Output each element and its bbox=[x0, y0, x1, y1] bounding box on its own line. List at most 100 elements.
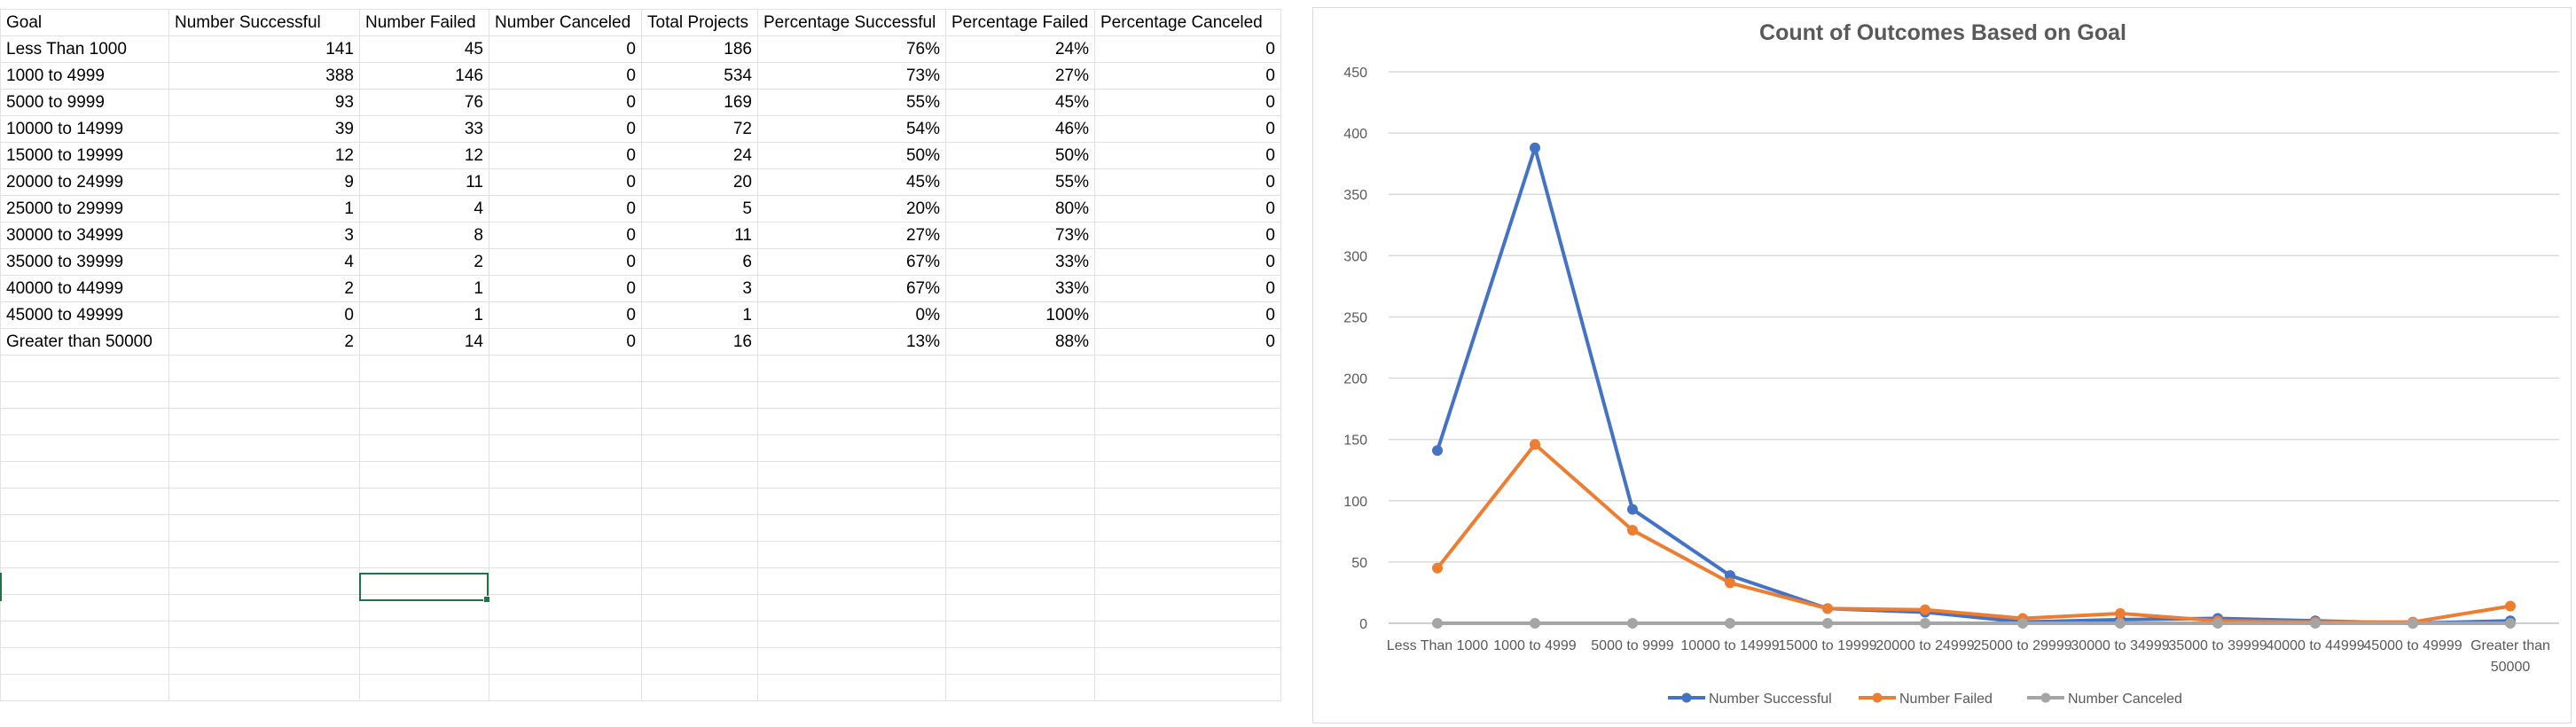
empty-cell[interactable] bbox=[359, 514, 489, 542]
empty-cell[interactable] bbox=[489, 514, 642, 542]
table-cell[interactable]: 2 bbox=[168, 275, 360, 302]
empty-cell[interactable] bbox=[168, 488, 360, 515]
table-cell[interactable]: 141 bbox=[168, 35, 360, 63]
table-cell[interactable]: 55% bbox=[757, 89, 946, 116]
empty-cell[interactable] bbox=[359, 461, 489, 489]
header-cell[interactable]: Percentage Failed bbox=[945, 9, 1095, 36]
empty-cell[interactable] bbox=[641, 355, 758, 382]
table-cell[interactable]: 186 bbox=[641, 35, 758, 63]
empty-cell[interactable] bbox=[945, 461, 1095, 489]
table-cell[interactable]: 67% bbox=[757, 248, 946, 276]
table-cell[interactable]: 0 bbox=[1094, 222, 1281, 249]
empty-cell[interactable] bbox=[489, 541, 642, 568]
table-cell[interactable]: 0 bbox=[489, 62, 642, 90]
empty-cell[interactable] bbox=[945, 567, 1095, 595]
table-cell[interactable]: 13% bbox=[757, 328, 946, 356]
empty-cell[interactable] bbox=[0, 621, 169, 648]
empty-cell[interactable] bbox=[0, 514, 169, 542]
empty-cell[interactable] bbox=[1094, 355, 1281, 382]
table-cell[interactable]: 73% bbox=[757, 62, 946, 90]
table-cell[interactable]: 0 bbox=[1094, 275, 1281, 302]
header-cell[interactable]: Number Successful bbox=[168, 9, 360, 36]
table-cell[interactable]: 2 bbox=[168, 328, 360, 356]
table-cell[interactable]: 0 bbox=[489, 301, 642, 329]
data-point[interactable] bbox=[1530, 439, 1540, 450]
empty-cell[interactable] bbox=[0, 488, 169, 515]
table-cell[interactable]: 88% bbox=[945, 328, 1095, 356]
empty-cell[interactable] bbox=[489, 621, 642, 648]
empty-cell[interactable] bbox=[757, 461, 946, 489]
table-cell[interactable]: 0 bbox=[489, 222, 642, 249]
empty-cell[interactable] bbox=[945, 381, 1095, 409]
table-cell[interactable]: 1000 to 4999 bbox=[0, 62, 169, 90]
empty-cell[interactable] bbox=[945, 594, 1095, 621]
empty-cell[interactable] bbox=[489, 594, 642, 621]
data-point[interactable] bbox=[2505, 600, 2516, 612]
table-cell[interactable]: 45% bbox=[757, 168, 946, 196]
table-cell[interactable]: 12 bbox=[168, 142, 360, 169]
empty-cell[interactable] bbox=[0, 594, 169, 621]
empty-cell[interactable] bbox=[757, 594, 946, 621]
table-cell[interactable]: 0 bbox=[489, 168, 642, 196]
table-cell[interactable]: 4 bbox=[168, 248, 360, 276]
table-cell[interactable]: 0 bbox=[1094, 62, 1281, 90]
table-cell[interactable]: 0 bbox=[1094, 328, 1281, 356]
empty-cell[interactable] bbox=[359, 647, 489, 675]
empty-cell[interactable] bbox=[359, 541, 489, 568]
table-cell[interactable]: 1 bbox=[641, 301, 758, 329]
table-cell[interactable]: 16 bbox=[641, 328, 758, 356]
empty-cell[interactable] bbox=[168, 514, 360, 542]
empty-cell[interactable] bbox=[757, 621, 946, 648]
empty-cell[interactable] bbox=[489, 674, 642, 701]
table-cell[interactable]: 3 bbox=[168, 222, 360, 249]
legend-entry[interactable]: Number Successful bbox=[1709, 692, 1832, 707]
table-cell[interactable]: 0% bbox=[757, 301, 946, 329]
table-cell[interactable]: 9 bbox=[168, 168, 360, 196]
data-point[interactable] bbox=[1920, 618, 1930, 629]
data-point[interactable] bbox=[1725, 618, 1735, 629]
table-cell[interactable]: 8 bbox=[359, 222, 489, 249]
fill-handle[interactable] bbox=[483, 596, 490, 603]
table-cell[interactable]: 2 bbox=[359, 248, 489, 276]
data-point[interactable] bbox=[1920, 604, 1930, 615]
data-point[interactable] bbox=[1627, 618, 1638, 629]
table-cell[interactable]: 0 bbox=[1094, 301, 1281, 329]
empty-cell[interactable] bbox=[1094, 381, 1281, 409]
empty-cell[interactable] bbox=[641, 434, 758, 462]
empty-cell[interactable] bbox=[757, 567, 946, 595]
empty-cell[interactable] bbox=[168, 355, 360, 382]
empty-cell[interactable] bbox=[168, 541, 360, 568]
empty-cell[interactable] bbox=[1094, 621, 1281, 648]
empty-cell[interactable] bbox=[641, 461, 758, 489]
empty-cell[interactable] bbox=[757, 647, 946, 675]
empty-cell[interactable] bbox=[168, 461, 360, 489]
empty-cell[interactable] bbox=[0, 461, 169, 489]
table-cell[interactable]: 4 bbox=[359, 195, 489, 223]
empty-cell[interactable] bbox=[489, 408, 642, 435]
table-cell[interactable]: 0 bbox=[489, 328, 642, 356]
table-cell[interactable]: 0 bbox=[489, 275, 642, 302]
table-cell[interactable]: 30000 to 34999 bbox=[0, 222, 169, 249]
empty-cell[interactable] bbox=[359, 621, 489, 648]
table-cell[interactable]: 6 bbox=[641, 248, 758, 276]
empty-cell[interactable] bbox=[945, 514, 1095, 542]
legend-entry[interactable]: Number Failed bbox=[1899, 692, 1993, 707]
header-cell[interactable]: Number Canceled bbox=[489, 9, 642, 36]
empty-cell[interactable] bbox=[945, 434, 1095, 462]
empty-cell[interactable] bbox=[641, 567, 758, 595]
empty-cell[interactable] bbox=[489, 434, 642, 462]
table-cell[interactable]: 0 bbox=[1094, 195, 1281, 223]
empty-cell[interactable] bbox=[0, 674, 169, 701]
table-cell[interactable]: 0 bbox=[489, 89, 642, 116]
data-point[interactable] bbox=[1725, 577, 1735, 589]
table-cell[interactable]: 12 bbox=[359, 142, 489, 169]
empty-cell[interactable] bbox=[641, 381, 758, 409]
empty-cell[interactable] bbox=[757, 381, 946, 409]
table-cell[interactable]: Greater than 50000 bbox=[0, 328, 169, 356]
table-cell[interactable]: 14 bbox=[359, 328, 489, 356]
header-cell[interactable]: Percentage Canceled bbox=[1094, 9, 1281, 36]
empty-cell[interactable] bbox=[641, 594, 758, 621]
table-cell[interactable]: 67% bbox=[757, 275, 946, 302]
table-cell[interactable]: 0 bbox=[1094, 35, 1281, 63]
empty-cell[interactable] bbox=[1094, 514, 1281, 542]
